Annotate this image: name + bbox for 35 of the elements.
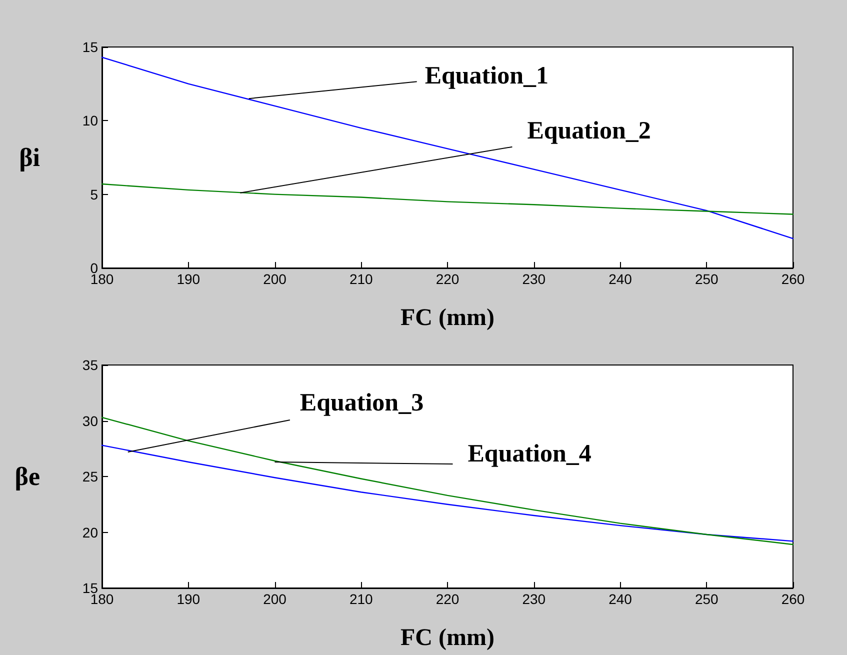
x-tick-label: 200 bbox=[263, 591, 287, 607]
line-series bbox=[101, 56, 794, 240]
x-tick-label: 210 bbox=[349, 591, 374, 607]
x-tick-label: 230 bbox=[522, 591, 546, 607]
x-tick-label: 240 bbox=[608, 591, 632, 607]
x-tick-label: 260 bbox=[781, 591, 805, 607]
y-tick-label: 5 bbox=[90, 186, 98, 202]
y-tick-label: 10 bbox=[82, 112, 98, 129]
y-tick-label: 15 bbox=[82, 39, 98, 55]
x-tick-label: 220 bbox=[436, 591, 460, 607]
x-tick-label: 210 bbox=[349, 271, 374, 287]
x-axis-title: FC (mm) bbox=[400, 305, 494, 331]
x-tick-label: 240 bbox=[608, 271, 632, 287]
annotation: Equation_2 bbox=[527, 118, 651, 145]
y-tick-label: 35 bbox=[82, 357, 98, 373]
line-series bbox=[101, 444, 794, 542]
x-tick-label: 260 bbox=[781, 271, 805, 287]
annotation: Equation_3 bbox=[300, 390, 424, 417]
y-tick-label: 30 bbox=[82, 412, 98, 429]
x-tick-label: 220 bbox=[436, 271, 460, 287]
y-tick-label: 20 bbox=[82, 524, 98, 540]
line-series bbox=[101, 416, 794, 546]
y-tick-label: 25 bbox=[82, 468, 98, 484]
x-tick-label: 200 bbox=[263, 271, 287, 287]
annotation: Equation_1 bbox=[424, 62, 549, 90]
annotation: Equation_4 bbox=[468, 440, 592, 468]
x-tick-label: 190 bbox=[176, 591, 200, 607]
line-series bbox=[101, 183, 794, 215]
x-tick-label: 190 bbox=[176, 271, 200, 287]
x-tick-label: 250 bbox=[694, 271, 719, 287]
y-axis-title: βe bbox=[14, 462, 40, 491]
y-axis-title: βi bbox=[19, 143, 40, 172]
x-tick-label: 230 bbox=[522, 271, 546, 287]
x-axis-title: FC (mm) bbox=[400, 625, 494, 651]
x-tick-label: 250 bbox=[694, 591, 719, 607]
